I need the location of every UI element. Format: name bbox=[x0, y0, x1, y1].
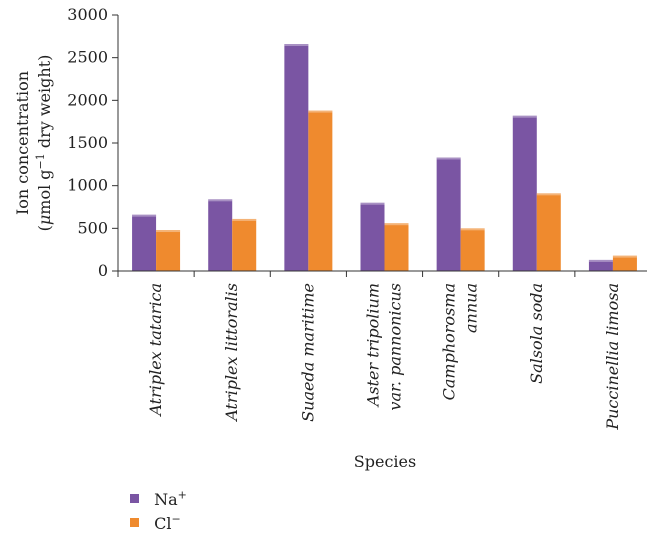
y-tick-label: 1500 bbox=[67, 133, 108, 152]
x-axis-title: Species bbox=[354, 452, 416, 471]
legend-swatch-cl bbox=[130, 517, 139, 527]
x-category-label: annua bbox=[462, 283, 481, 333]
bar-highlight bbox=[132, 214, 157, 217]
y-tick-label: 3000 bbox=[67, 5, 108, 24]
bar-highlight bbox=[460, 228, 485, 231]
bar-highlight bbox=[588, 259, 613, 262]
x-category-label: Aster tripolium bbox=[364, 283, 383, 408]
y-tick-label: 0 bbox=[98, 261, 108, 280]
legend-item-cl: Cl− bbox=[130, 510, 187, 534]
x-category-label: var. pannonicus bbox=[386, 283, 405, 411]
bar-na bbox=[512, 115, 537, 272]
bar-na bbox=[284, 44, 309, 271]
bar-na bbox=[208, 199, 233, 271]
x-axis: Atriplex tatarica Atriplex littoralis Suae… bbox=[117, 271, 622, 431]
y-axis: 0 500 1000 1500 2000 2500 3000 bbox=[67, 5, 118, 280]
y-tick-label: 1000 bbox=[67, 176, 108, 195]
bar-cl bbox=[232, 218, 257, 271]
x-category-label: Puccinellia limosa bbox=[603, 283, 622, 431]
bar-highlight bbox=[208, 199, 233, 202]
bar-na bbox=[132, 214, 157, 271]
bar-na bbox=[436, 157, 461, 271]
x-category-label: Camphorosma bbox=[440, 283, 459, 400]
bar-highlight bbox=[232, 218, 257, 221]
bar-cl bbox=[612, 255, 637, 271]
bar-highlight bbox=[308, 110, 333, 113]
bar-highlight bbox=[512, 115, 537, 118]
legend: Na+ Cl− bbox=[130, 486, 187, 534]
legend-swatch-na bbox=[130, 493, 139, 503]
y-axis-title-line2: (μmol g−1 dry weight) bbox=[34, 55, 54, 232]
bar-cl bbox=[308, 110, 333, 271]
bar-cl bbox=[460, 228, 485, 271]
bar-cl bbox=[384, 223, 409, 271]
x-category-label: Salsola soda bbox=[527, 283, 546, 384]
bar-highlight bbox=[384, 223, 409, 226]
bar-highlight bbox=[436, 157, 461, 160]
bars bbox=[132, 44, 637, 272]
y-tick-label: 500 bbox=[77, 218, 108, 237]
x-category-label: Atriplex tatarica bbox=[146, 283, 165, 418]
bar-na bbox=[360, 202, 385, 271]
y-tick-label: 2000 bbox=[67, 90, 108, 109]
x-category-label: Atriplex littoralis bbox=[222, 283, 241, 423]
bar-highlight bbox=[612, 255, 637, 258]
bar-highlight bbox=[156, 230, 181, 233]
axes bbox=[117, 15, 647, 272]
bar-highlight bbox=[360, 202, 385, 205]
y-axis-title: Ion concentration(μmol g−1 dry weight) bbox=[13, 55, 54, 232]
y-axis-title-line1: Ion concentration bbox=[13, 71, 32, 215]
bar-highlight bbox=[284, 44, 309, 47]
bar-cl bbox=[156, 230, 181, 271]
bar-highlight bbox=[536, 193, 561, 196]
x-category-label: Suaeda maritime bbox=[298, 283, 317, 422]
legend-label-cl: Cl− bbox=[154, 513, 181, 534]
bar-cl bbox=[536, 193, 561, 271]
bar-na bbox=[588, 259, 613, 271]
legend-item-na: Na+ bbox=[130, 486, 187, 510]
legend-label-na: Na+ bbox=[154, 489, 187, 510]
y-tick-label: 2500 bbox=[67, 48, 108, 67]
